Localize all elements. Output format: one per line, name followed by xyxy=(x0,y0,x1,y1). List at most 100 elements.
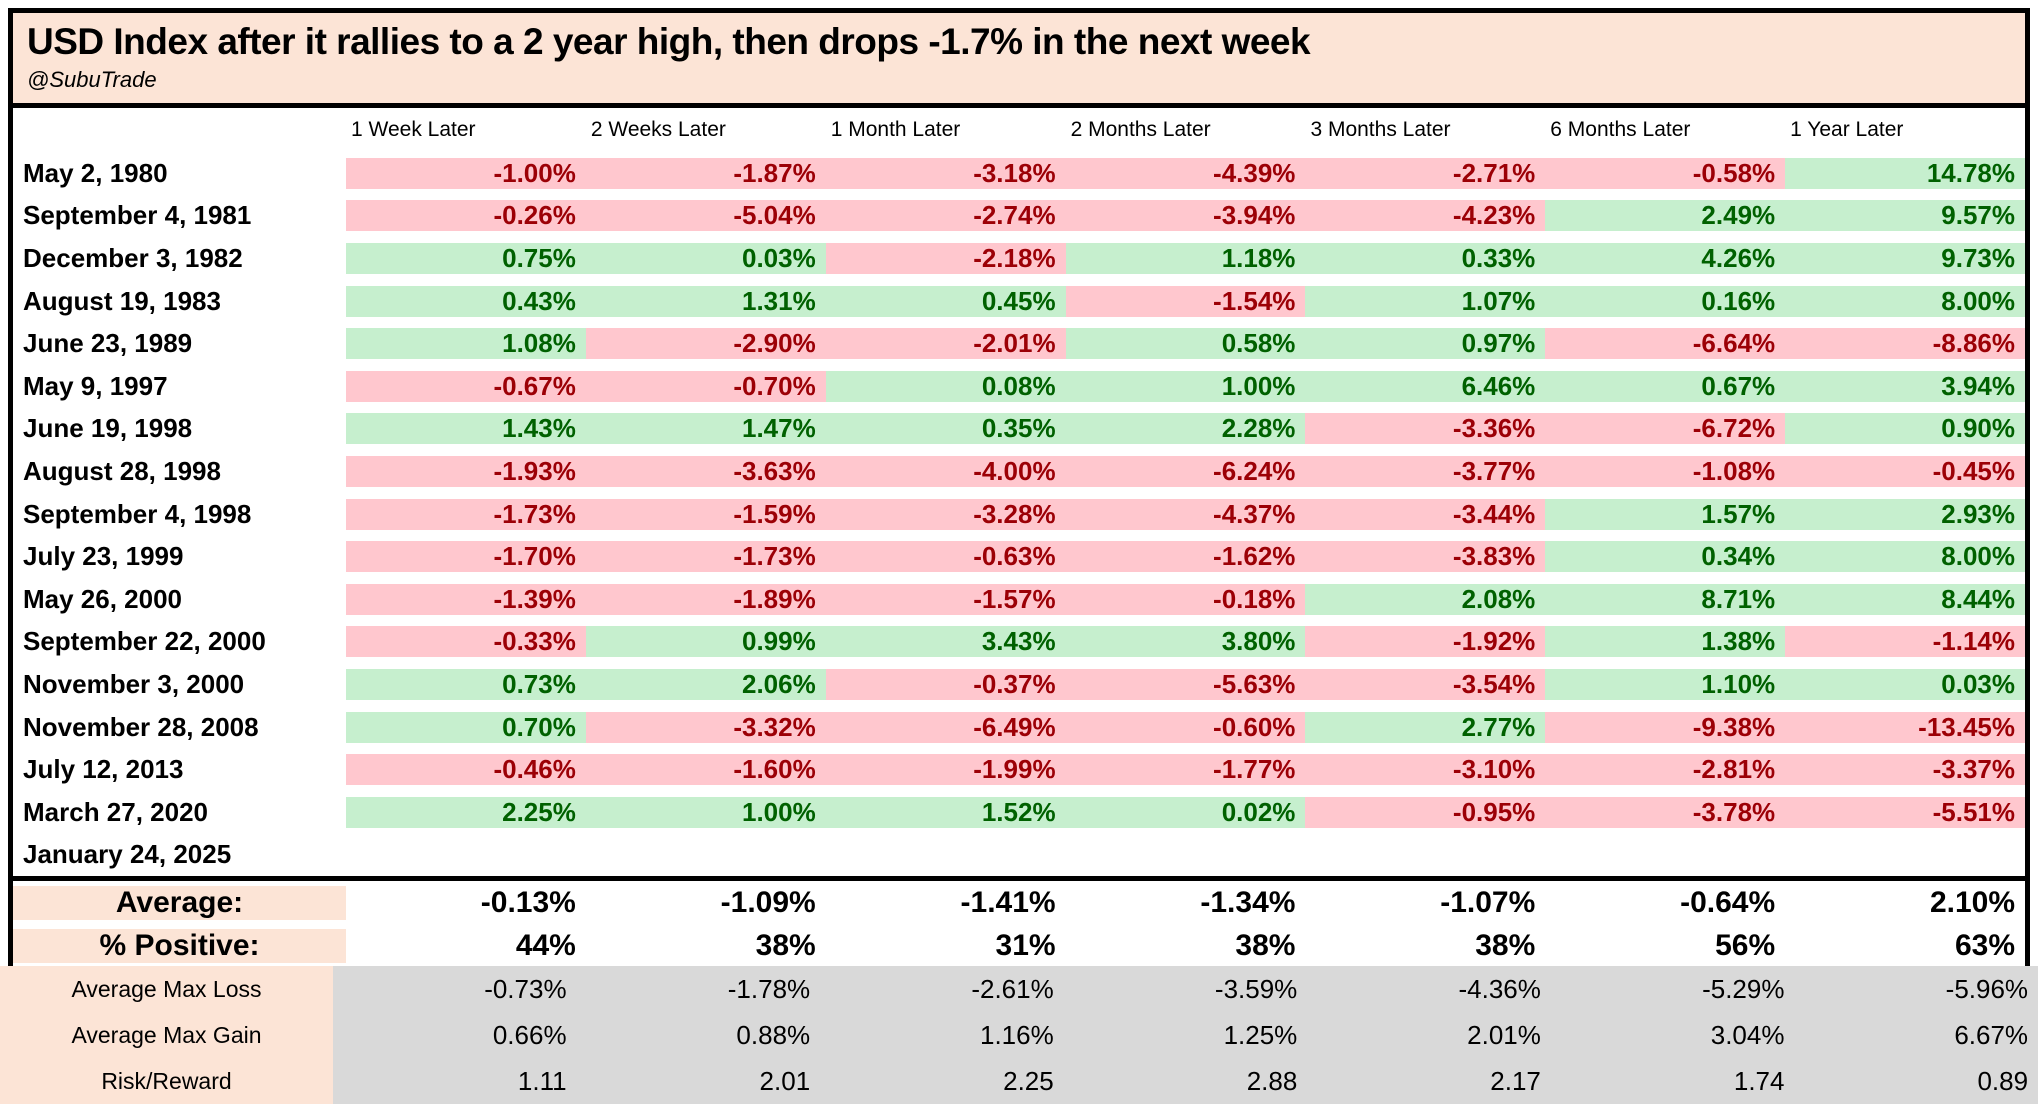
stats-value: -3.59% xyxy=(1063,966,1308,1012)
value-cell: 0.34% xyxy=(1545,541,1786,573)
value-cell: -1.77% xyxy=(1065,754,1306,786)
value-cell: 0.33% xyxy=(1305,242,1546,274)
value-cell: -3.32% xyxy=(585,711,826,743)
value-cell: -6.72% xyxy=(1545,413,1786,445)
date-cell: November 3, 2000 xyxy=(23,668,245,699)
value-cell: 0.58% xyxy=(1065,328,1306,360)
value-cell: -6.49% xyxy=(825,711,1066,743)
value-cell: 1.07% xyxy=(1305,285,1546,317)
column-header: 3 Months Later xyxy=(1310,118,1451,141)
summary-label: Average: xyxy=(13,885,346,920)
date-cell: December 3, 1982 xyxy=(23,242,243,273)
date-cell: September 22, 2000 xyxy=(23,626,266,657)
title-bar: USD Index after it rallies to a 2 year h… xyxy=(13,13,2025,108)
value-cell: 0.90% xyxy=(1785,413,2026,445)
stats-value: 0.88% xyxy=(576,1012,821,1058)
value-cell: -1.73% xyxy=(346,498,586,530)
value-cell: -1.08% xyxy=(1545,455,1786,487)
value-cell: -1.00% xyxy=(346,157,586,189)
value-cell: 0.67% xyxy=(1545,370,1786,402)
value-cell: 1.31% xyxy=(585,285,826,317)
value-cell: -3.36% xyxy=(1305,413,1546,445)
summary-value: 38% xyxy=(1065,928,1306,963)
value-cell: 0.75% xyxy=(346,242,586,274)
value-cell: -4.39% xyxy=(1065,157,1306,189)
date-cell: May 9, 1997 xyxy=(23,370,168,401)
value-cell: -0.58% xyxy=(1545,157,1786,189)
stats-row: Risk/Reward 1.11 2.01 2.25 2.88 2.17 1.74 0.89 xyxy=(0,1058,2038,1104)
value-cell: -2.90% xyxy=(585,328,826,360)
date-cell: June 23, 1989 xyxy=(23,328,193,359)
value-cell: 0.97% xyxy=(1305,328,1546,360)
column-header: 6 Months Later xyxy=(1550,118,1691,141)
value-cell: -3.10% xyxy=(1305,754,1546,786)
table-row: July 23, 1999 -1.70% -1.73% -0.63% -1.62% -3.… xyxy=(13,535,2026,578)
summary-value: 44% xyxy=(346,928,586,963)
stats-value: -5.96% xyxy=(1794,966,2038,1012)
value-cell: -0.70% xyxy=(585,370,826,402)
value-cell: -1.92% xyxy=(1305,626,1546,658)
value-cell: 0.03% xyxy=(1785,668,2026,700)
table-row: May 2, 1980 -1.00% -1.87% -3.18% -4.39% -2.71… xyxy=(13,152,2026,195)
value-cell: -13.45% xyxy=(1785,711,2026,743)
value-cell: -3.44% xyxy=(1305,498,1546,530)
value-cell: -1.99% xyxy=(825,754,1066,786)
value-cell: 1.10% xyxy=(1545,668,1786,700)
value-cell: -0.46% xyxy=(346,754,586,786)
value-cell: 1.43% xyxy=(346,413,586,445)
value-cell: 0.16% xyxy=(1545,285,1786,317)
table-row: March 27, 2020 2.25% 1.00% 1.52% 0.02% -0.95%… xyxy=(13,791,2026,834)
summary-value: -1.07% xyxy=(1305,885,1546,920)
value-cell: -6.24% xyxy=(1065,455,1306,487)
value-cell: -0.33% xyxy=(346,626,586,658)
table-row: August 19, 1983 0.43% 1.31% 0.45% -1.54% 1.07… xyxy=(13,280,2026,323)
value-cell: -3.18% xyxy=(825,157,1066,189)
value-cell: -1.54% xyxy=(1065,285,1306,317)
table-row: January 24, 2025 xyxy=(13,834,2025,877)
value-cell: 2.06% xyxy=(585,668,826,700)
summary-value: 63% xyxy=(1785,928,2026,963)
value-cell: -8.86% xyxy=(1785,328,2026,360)
value-cell: 8.71% xyxy=(1545,583,1786,615)
value-cell: 3.80% xyxy=(1065,626,1306,658)
value-cell: -1.59% xyxy=(585,498,826,530)
value-cell: 9.57% xyxy=(1785,200,2026,232)
stats-value: -4.36% xyxy=(1307,966,1551,1012)
value-cell: -1.60% xyxy=(585,754,826,786)
date-cell: January 24, 2025 xyxy=(23,839,232,870)
table-row: December 3, 1982 0.75% 0.03% -2.18% 1.18% 0.3… xyxy=(13,237,2026,280)
date-cell: November 28, 2008 xyxy=(23,711,259,742)
value-cell: 2.08% xyxy=(1305,583,1546,615)
value-cell: 1.57% xyxy=(1545,498,1786,530)
value-cell: -1.57% xyxy=(825,583,1066,615)
column-header: 1 Year Later xyxy=(1790,118,1904,141)
date-cell: June 19, 1998 xyxy=(23,413,193,444)
value-cell: -3.78% xyxy=(1545,796,1786,828)
summary-value: 38% xyxy=(585,928,826,963)
stats-value: 2.17 xyxy=(1307,1058,1551,1104)
value-cell: -3.28% xyxy=(825,498,1066,530)
value-cell: 1.52% xyxy=(825,796,1066,828)
summary-section: Average: -0.13% -1.09% -1.41% -1.34% -1.07% -0… xyxy=(13,876,2026,967)
value-cell: -1.93% xyxy=(346,455,586,487)
summary-row: % Positive: 44% 38% 31% 38% 38% 56% 63% xyxy=(13,924,2026,967)
value-cell: -2.71% xyxy=(1305,157,1546,189)
stats-value: 2.88 xyxy=(1063,1058,1308,1104)
stats-value: 0.66% xyxy=(333,1012,577,1058)
stats-row: Average Max Gain 0.66% 0.88% 1.16% 1.25% 2.01… xyxy=(0,1012,2038,1058)
value-cell: 8.00% xyxy=(1785,285,2026,317)
value-cell: 3.94% xyxy=(1785,370,2026,402)
value-cell: 2.93% xyxy=(1785,498,2026,530)
value-cell: -3.63% xyxy=(585,455,826,487)
date-cell: May 2, 1980 xyxy=(23,157,168,188)
value-cell: -6.64% xyxy=(1545,328,1786,360)
summary-value: -0.13% xyxy=(346,885,586,920)
value-cell: 0.02% xyxy=(1065,796,1306,828)
value-cell: 9.73% xyxy=(1785,242,2026,274)
value-cell: -2.74% xyxy=(825,200,1066,232)
value-cell: 14.78% xyxy=(1785,157,2026,189)
table-row: November 3, 2000 0.73% 2.06% -0.37% -5.63% -3… xyxy=(13,663,2026,706)
value-cell: -2.18% xyxy=(825,242,1066,274)
chart-author: @SubuTrade xyxy=(27,67,157,93)
summary-value: 56% xyxy=(1545,928,1786,963)
